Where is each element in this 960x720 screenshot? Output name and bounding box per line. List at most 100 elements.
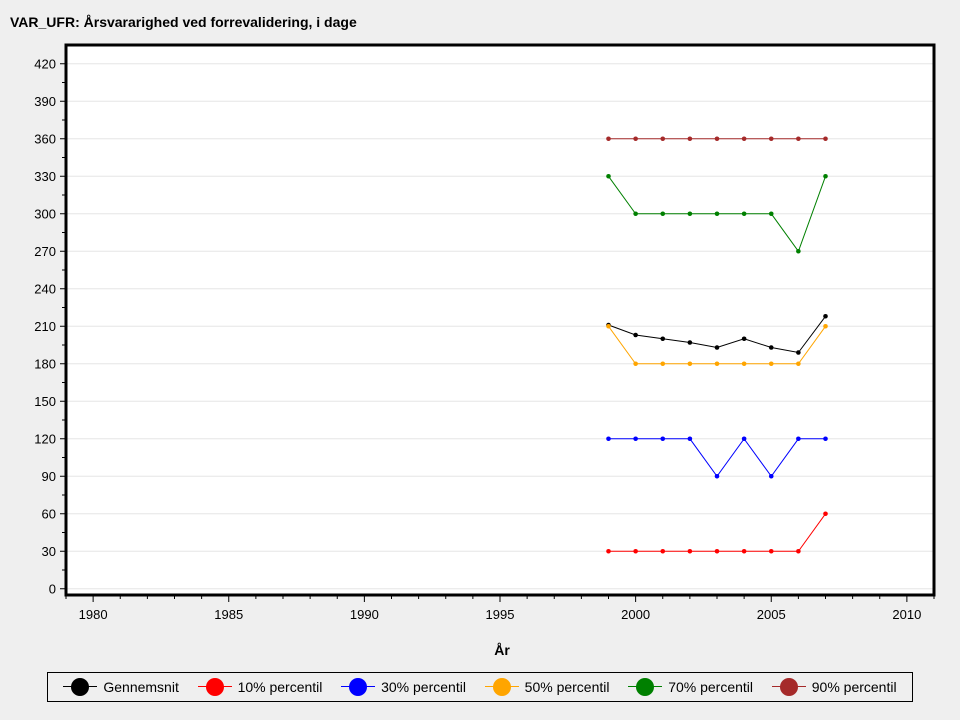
x-tick-label: 2010 [892, 607, 921, 622]
chart-title: VAR_UFR: Årsvararighed ved forrevalideri… [10, 14, 357, 30]
data-point [633, 211, 638, 217]
data-point [741, 336, 747, 342]
data-point [796, 350, 801, 355]
data-point [633, 136, 638, 142]
y-tick-label: 0 [49, 581, 56, 596]
data-point [823, 313, 828, 319]
y-tick-label: 150 [34, 394, 56, 409]
data-point [687, 340, 693, 345]
data-point [741, 436, 747, 442]
data-point [606, 173, 611, 179]
data-point [660, 548, 666, 554]
data-point [633, 548, 638, 554]
legend-item: 70% percentil [628, 678, 753, 696]
data-point [633, 436, 638, 442]
data-point [823, 173, 828, 179]
data-point [741, 548, 747, 554]
y-tick-label: 390 [34, 94, 56, 109]
legend-label: 90% percentil [811, 679, 897, 695]
legend-label: 30% percentil [381, 679, 466, 695]
y-tick-label: 360 [34, 131, 56, 146]
data-point [714, 361, 720, 367]
x-tick-label: 1995 [486, 607, 515, 622]
legend-label: 50% percentil [524, 679, 610, 695]
data-point [660, 211, 666, 217]
data-point [768, 548, 774, 554]
data-point [796, 436, 801, 442]
y-tick-label: 330 [34, 169, 56, 184]
legend-swatch [63, 678, 98, 696]
plot-area [66, 45, 934, 595]
x-axis-label: År [494, 642, 510, 658]
data-point [687, 361, 693, 367]
y-tick-label: 270 [34, 244, 56, 259]
data-point [714, 345, 720, 350]
legend-item: 50% percentil [484, 678, 610, 696]
y-tick-label: 240 [34, 281, 56, 296]
legend-swatch [771, 678, 806, 696]
x-tick-label: 1990 [350, 607, 379, 622]
legend-swatch [628, 678, 663, 696]
x-tick-label: 1985 [214, 607, 243, 622]
data-point [768, 345, 774, 350]
legend-label: 10% percentil [237, 679, 323, 695]
data-point [741, 211, 747, 217]
y-tick-label: 90 [42, 469, 56, 484]
legend-label: Gennemsnit [103, 679, 179, 695]
data-point [714, 211, 720, 217]
legend-swatch [341, 678, 376, 696]
data-point [768, 361, 774, 367]
data-point [768, 211, 774, 217]
data-point [606, 548, 611, 554]
data-point [687, 548, 693, 554]
legend-swatch [197, 678, 232, 696]
legend-label: 70% percentil [668, 679, 754, 695]
data-point [633, 332, 638, 338]
data-point [823, 436, 828, 442]
x-tick-label: 1980 [79, 607, 108, 622]
data-point [714, 548, 720, 554]
x-tick-label: 2000 [621, 607, 650, 622]
data-point [606, 436, 611, 442]
data-point [823, 323, 828, 329]
data-point [741, 136, 747, 142]
data-point [714, 136, 720, 142]
data-point [660, 136, 666, 142]
data-point [796, 248, 801, 254]
series-layer [606, 136, 828, 554]
x-tick-label: 2005 [757, 607, 786, 622]
legend-swatch [484, 678, 519, 696]
data-point [660, 436, 666, 442]
y-tick-label: 300 [34, 206, 56, 221]
data-point [768, 136, 774, 142]
legend-item: 10% percentil [197, 678, 323, 696]
data-point [606, 136, 611, 142]
data-point [660, 361, 666, 367]
data-point [687, 211, 693, 217]
data-point [796, 361, 801, 367]
data-point [796, 548, 801, 554]
data-point [606, 323, 611, 329]
legend-item: 90% percentil [771, 678, 897, 696]
line-chart: 0 30 60 90 120 150 180 210 240 270 300 330 360 390 420… [34, 43, 936, 658]
gridlines [66, 63, 934, 590]
data-point [796, 136, 801, 142]
data-point [687, 436, 693, 442]
axes: 0 30 60 90 120 150 180 210 240 270 300 330 360 390 420… [34, 56, 935, 622]
data-point [741, 361, 747, 367]
legend: Gennemsnit 10% percentil 30% percentil 50% … [47, 672, 913, 702]
y-tick-label: 60 [42, 506, 56, 521]
y-tick-label: 120 [34, 431, 56, 446]
y-tick-label: 420 [34, 56, 56, 71]
data-point [823, 511, 828, 517]
y-tick-label: 30 [42, 544, 56, 559]
y-tick-label: 180 [34, 356, 56, 371]
data-point [633, 361, 638, 367]
data-point [823, 136, 828, 142]
y-tick-label: 210 [34, 319, 56, 334]
data-point [714, 473, 720, 479]
legend-item: Gennemsnit [63, 678, 179, 696]
data-point [768, 473, 774, 479]
legend-item: 30% percentil [341, 678, 466, 696]
data-point [660, 336, 666, 342]
